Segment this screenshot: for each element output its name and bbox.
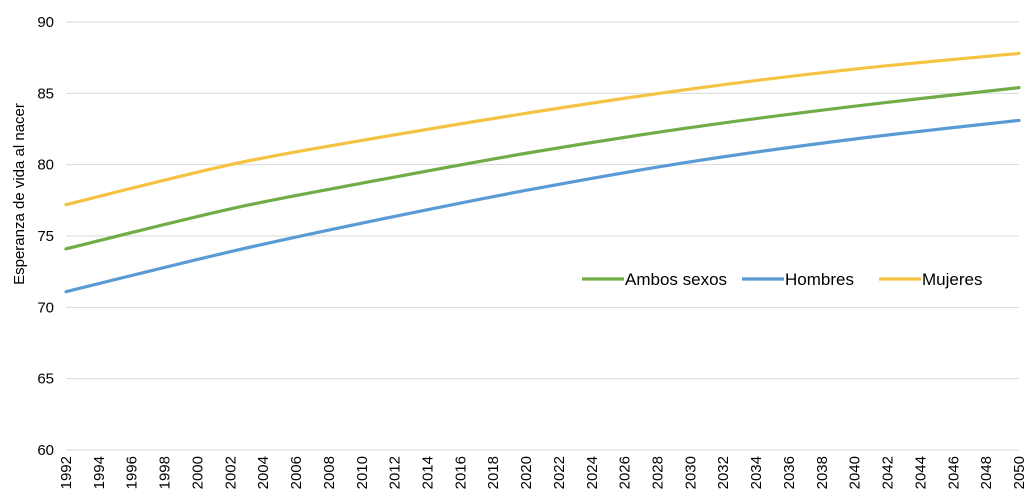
x-tick-label: 2004 — [255, 456, 272, 489]
x-tick-label: 1996 — [124, 456, 141, 489]
y-tick-label: 70 — [37, 299, 54, 316]
x-tick-label: 2016 — [452, 456, 469, 489]
x-tick-label: 2000 — [189, 456, 206, 489]
x-tick-label: 2006 — [288, 456, 305, 489]
x-tick-label: 2024 — [584, 456, 601, 489]
x-tick-label: 2042 — [880, 456, 897, 489]
x-tick-label: 2014 — [419, 456, 436, 489]
y-tick-label: 90 — [37, 14, 54, 31]
x-tick-label: 2028 — [650, 456, 667, 489]
y-tick-label: 85 — [37, 85, 54, 102]
x-tick-label: 2020 — [518, 456, 535, 489]
x-tick-label: 2018 — [485, 456, 502, 489]
x-tick-label: 2034 — [748, 456, 765, 489]
series-line-mujeres — [64, 51, 1021, 207]
series-lines — [64, 51, 1021, 294]
x-tick-label: 2036 — [781, 456, 798, 489]
x-tick-label: 2044 — [912, 456, 929, 489]
y-tick-label: 75 — [37, 228, 54, 245]
x-tick-label: 2050 — [1011, 456, 1027, 489]
x-tick-label: 2048 — [978, 456, 995, 489]
x-tick-label: 1992 — [58, 456, 75, 489]
x-tick-label: 2040 — [847, 456, 864, 489]
series-line-hombres — [64, 118, 1021, 294]
x-tick-label: 2038 — [814, 456, 831, 489]
y-tick-label: 60 — [37, 442, 54, 459]
y-axis-title: Esperanza de vida al nacer — [11, 103, 28, 285]
legend-label: Mujeres — [922, 270, 982, 289]
x-axis-ticks: 1992 1994 1996 1998 2000 2002 2004 2006 2008 2010… — [58, 456, 1027, 489]
legend-label: Ambos sexos — [625, 270, 727, 289]
y-axis-ticks: 60 65 70 75 80 85 90 — [37, 14, 54, 459]
y-tick-label: 80 — [37, 157, 54, 174]
x-tick-label: 2030 — [682, 456, 699, 489]
x-tick-label: 2010 — [354, 456, 371, 489]
x-tick-label: 2012 — [387, 456, 404, 489]
x-tick-label: 2008 — [321, 456, 338, 489]
legend: Ambos sexos Hombres Mujeres — [582, 270, 982, 289]
x-tick-label: 2032 — [715, 456, 732, 489]
x-tick-label: 1994 — [91, 456, 108, 489]
legend-label: Hombres — [785, 270, 854, 289]
x-tick-label: 2022 — [551, 456, 568, 489]
y-tick-label: 65 — [37, 371, 54, 388]
x-tick-label: 2026 — [617, 456, 634, 489]
x-tick-label: 2002 — [222, 456, 239, 489]
series-line-ambos-sexos — [64, 86, 1021, 251]
x-tick-label: 2046 — [945, 456, 962, 489]
x-tick-label: 1998 — [157, 456, 174, 489]
gridlines — [66, 21, 1019, 451]
